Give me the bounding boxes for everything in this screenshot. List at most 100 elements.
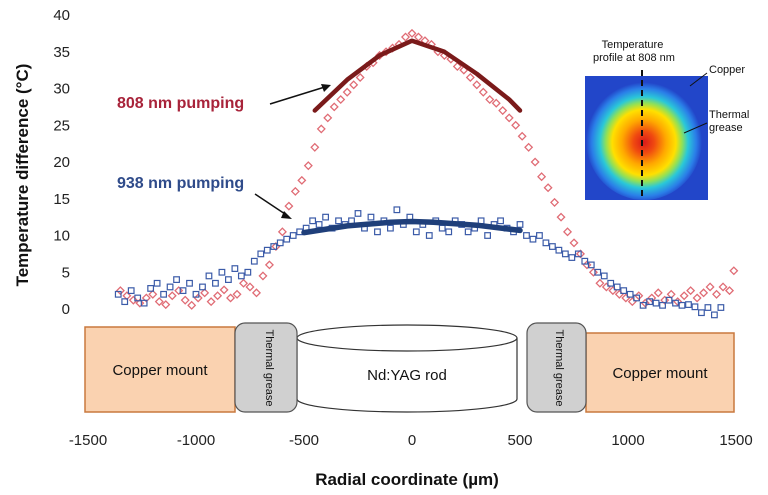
data-point-808nm	[640, 298, 650, 308]
data-point-938nm	[710, 311, 718, 319]
annotation-938nm: 938 nm pumping	[117, 175, 244, 192]
y-axis-label: Temperature difference (°C)	[13, 64, 32, 287]
data-point-938nm	[548, 243, 556, 250]
x-tick-label: -1500	[69, 432, 107, 449]
x-tick-label: 0	[408, 432, 416, 449]
data-point-938nm	[121, 298, 129, 306]
data-point-938nm	[633, 294, 641, 302]
inset-label-profile: Temperature profile at 808 nm	[593, 39, 675, 64]
data-point-938nm	[425, 232, 433, 239]
data-point-938nm	[127, 287, 135, 295]
data-point-938nm	[464, 228, 472, 236]
right-copper-mount-label: Copper mount	[612, 365, 708, 382]
data-point-808nm	[729, 266, 739, 276]
data-point-938nm	[114, 290, 122, 298]
x-tick-label: 1500	[719, 432, 752, 449]
data-point-808nm	[491, 98, 501, 108]
data-point-808nm	[401, 32, 411, 42]
data-point-938nm	[276, 239, 284, 247]
left-thermal-grease	[234, 322, 298, 413]
x-tick-label: 500	[507, 432, 532, 449]
data-point-808nm	[355, 72, 365, 82]
data-point-938nm	[555, 246, 563, 254]
data-point-938nm	[438, 224, 446, 232]
data-point-938nm	[678, 301, 686, 309]
y-tick-label: 35	[53, 44, 70, 61]
data-point-938nm	[244, 268, 252, 276]
data-point-938nm	[587, 261, 595, 269]
data-point-938nm	[639, 301, 647, 309]
data-point-808nm	[167, 291, 177, 301]
y-tick-label: 30	[53, 81, 70, 98]
data-point-938nm	[263, 246, 271, 254]
data-point-808nm	[634, 291, 644, 301]
assembly-diagram: Copper mount Copper mount Nd:YAG rod The…	[84, 322, 735, 413]
data-point-808nm	[329, 102, 339, 112]
data-point-808nm	[413, 32, 423, 42]
data-point-808nm	[569, 238, 579, 248]
data-point-808nm	[595, 278, 605, 288]
data-point-808nm	[511, 120, 521, 130]
data-point-938nm	[484, 232, 491, 239]
data-point-808nm	[206, 297, 216, 307]
data-point-938nm	[218, 268, 226, 276]
annotation-938nm-arrowhead	[281, 211, 292, 219]
data-point-808nm	[537, 172, 547, 182]
data-point-808nm	[478, 87, 488, 97]
data-point-808nm	[601, 282, 611, 292]
data-point-938nm	[225, 276, 232, 283]
annotation-808nm: 808 nm pumping	[117, 95, 244, 112]
data-point-938nm	[237, 272, 245, 280]
data-point-938nm	[698, 309, 705, 317]
data-point-808nm	[174, 286, 184, 296]
data-point-938nm	[315, 221, 323, 228]
x-tick-label: 1000	[611, 432, 644, 449]
data-point-808nm	[705, 282, 715, 292]
y-tick-label: 25	[53, 117, 70, 134]
data-point-938nm	[516, 221, 524, 228]
data-point-808nm	[543, 183, 553, 193]
data-point-808nm	[284, 201, 294, 211]
x-tick-group: -1500 -1000 -500 0 500 1000 1500	[69, 432, 753, 449]
data-point-938nm	[445, 228, 453, 236]
data-point-938nm	[134, 294, 142, 302]
data-point-808nm	[226, 293, 236, 303]
inset-copper-arrow	[689, 72, 708, 87]
data-point-808nm	[135, 298, 145, 308]
right-copper-mount	[585, 332, 735, 413]
x-tick-label: -1000	[177, 432, 215, 449]
data-point-938nm	[620, 287, 628, 295]
data-point-808nm	[517, 131, 527, 141]
data-point-808nm	[193, 293, 203, 303]
data-point-808nm	[530, 157, 540, 167]
data-point-938nm	[322, 213, 329, 221]
annotation-808nm-arrowhead	[321, 84, 331, 92]
inset-label-grease: Thermal grease	[709, 109, 752, 134]
series-808nm	[115, 28, 739, 310]
data-point-938nm	[672, 299, 679, 307]
data-point-938nm	[646, 298, 653, 306]
data-point-808nm	[627, 297, 637, 307]
data-point-938nm	[367, 213, 375, 221]
data-point-938nm	[153, 279, 161, 287]
data-point-938nm	[665, 296, 673, 304]
data-point-808nm	[154, 297, 164, 307]
data-point-938nm	[212, 279, 219, 287]
data-point-808nm	[148, 289, 158, 299]
data-point-938nm	[205, 272, 213, 280]
x-axis-label: Radial coordinate (µm)	[315, 470, 499, 489]
data-point-808nm	[504, 113, 514, 123]
data-point-808nm	[718, 282, 728, 292]
data-point-938nm	[497, 217, 504, 225]
data-point-938nm	[199, 283, 206, 291]
data-point-808nm	[647, 293, 657, 303]
data-point-808nm	[407, 28, 417, 38]
data-point-808nm	[556, 212, 566, 222]
data-point-808nm	[485, 95, 495, 105]
rod-label: Nd:YAG rod	[367, 367, 447, 384]
data-point-808nm	[141, 293, 151, 303]
data-point-938nm	[600, 272, 608, 280]
data-point-808nm	[679, 291, 689, 301]
data-point-938nm	[704, 304, 712, 311]
data-point-938nm	[387, 224, 394, 232]
